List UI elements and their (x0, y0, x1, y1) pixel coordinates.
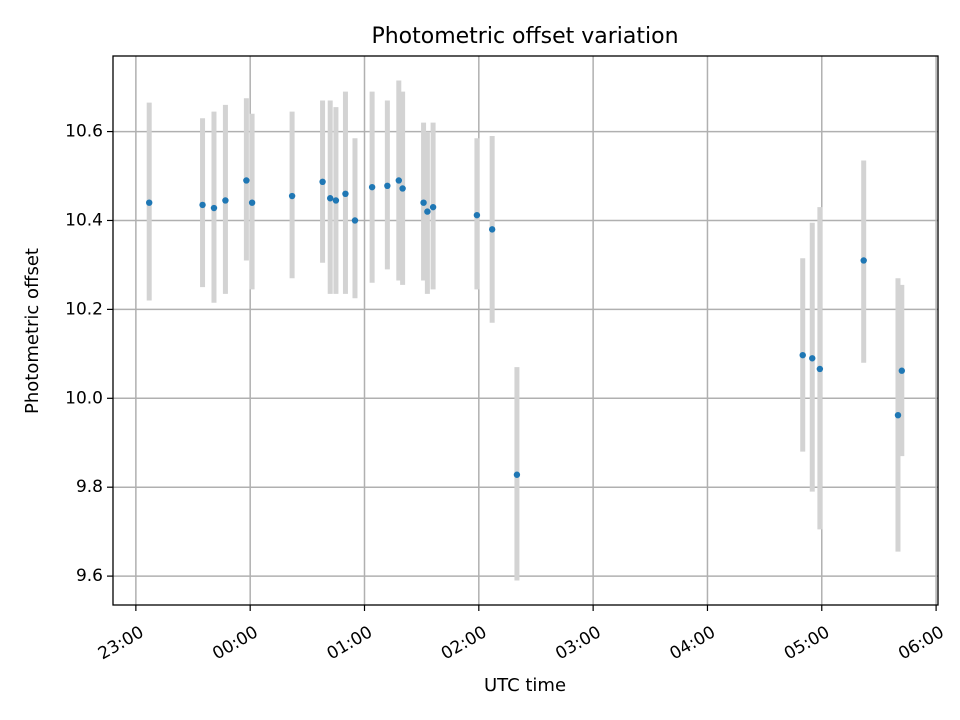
error-bars (146, 80, 905, 581)
x-tick-label: 01:00 (324, 622, 376, 664)
x-axis-ticks: 23:00 00:00 01:00 02:00 03:00 04:00 05:00 06:00 (95, 605, 948, 664)
y-tick-label: 10.4 (65, 210, 103, 230)
data-point (513, 471, 521, 478)
x-tick-label: 02:00 (438, 622, 490, 664)
grid (113, 56, 938, 605)
y-tick-label: 10.2 (65, 299, 103, 319)
data-point (399, 185, 406, 192)
data-point (288, 192, 296, 200)
x-tick-label: 05:00 (781, 622, 833, 664)
x-tick-label: 23:00 (95, 622, 147, 664)
data-point (424, 208, 431, 215)
x-tick-label: 04:00 (667, 622, 719, 664)
data-point (860, 257, 867, 264)
x-tick-label: 00:00 (209, 622, 261, 664)
data-point (488, 226, 496, 233)
data-point (809, 355, 816, 362)
x-axis-label: UTC time (484, 675, 566, 696)
data-point (429, 203, 437, 211)
data-point (319, 178, 326, 186)
data-point (222, 197, 229, 204)
data-point (243, 177, 250, 184)
data-point (146, 199, 153, 206)
data-point (368, 183, 376, 191)
y-axis-label: Photometric offset (22, 248, 43, 414)
data-point (332, 197, 340, 204)
data-point (395, 177, 402, 184)
y-axis-ticks: 9.6 9.8 10.0 10.2 10.4 10.6 (65, 122, 113, 586)
data-point (894, 411, 902, 419)
x-tick-label: 03:00 (552, 622, 604, 664)
chart-title: Photometric offset variation (371, 24, 678, 49)
data-point (210, 204, 218, 212)
data-point (327, 195, 334, 202)
y-tick-label: 9.6 (76, 566, 103, 586)
x-tick-label: 06:00 (895, 622, 947, 664)
data-point (816, 365, 824, 373)
data-points (146, 177, 905, 478)
data-point (420, 199, 427, 206)
y-tick-label: 9.8 (76, 477, 103, 497)
data-point (248, 199, 256, 206)
data-point (351, 217, 359, 224)
data-point (342, 190, 349, 198)
data-point (799, 351, 806, 359)
y-tick-label: 10.6 (65, 122, 103, 142)
data-point (473, 211, 481, 219)
data-point (898, 367, 905, 374)
plot-frame (112, 55, 939, 606)
data-point (199, 201, 206, 209)
data-point (384, 182, 391, 190)
y-tick-label: 10.0 (65, 388, 103, 408)
